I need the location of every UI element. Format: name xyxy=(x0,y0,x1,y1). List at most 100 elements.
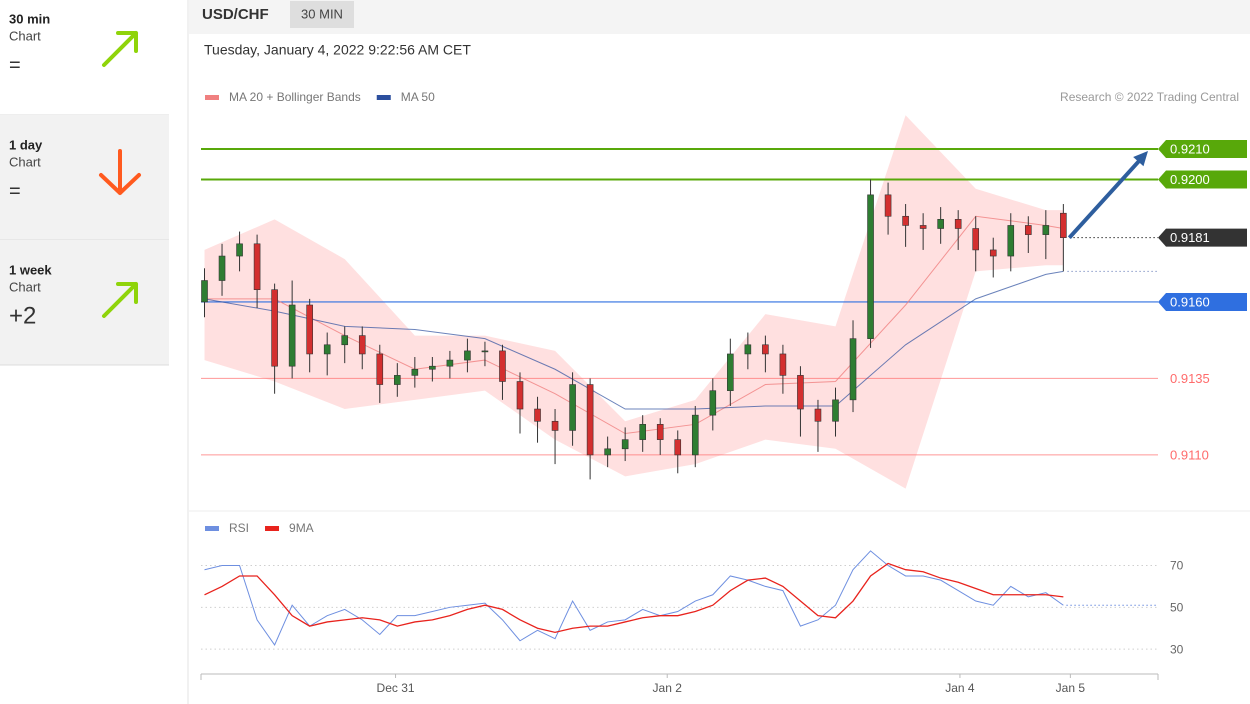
x-tick-label: Jan 2 xyxy=(653,681,683,695)
trend-arrow xyxy=(102,282,138,318)
candle-body xyxy=(709,390,717,416)
timestamp: Tuesday, January 4, 2022 9:22:56 AM CET xyxy=(204,42,471,58)
symbol: USD/CHF xyxy=(202,6,269,23)
legend-swatch xyxy=(205,526,219,531)
candle-body xyxy=(323,344,331,355)
legend-label: MA 50 xyxy=(401,90,435,104)
y-tick-label: 50 xyxy=(1170,600,1184,614)
legend-label: RSI xyxy=(229,521,249,535)
card-value: = xyxy=(9,180,21,202)
card xyxy=(0,0,169,115)
candle-body xyxy=(989,249,997,257)
candle-body xyxy=(691,414,699,456)
x-tick-label: Dec 31 xyxy=(377,681,415,695)
candle-body xyxy=(236,243,243,257)
legend-swatch xyxy=(376,95,391,100)
level-tag xyxy=(1158,292,1247,311)
card-title: 1 day xyxy=(9,137,43,152)
candle-body xyxy=(919,225,927,229)
x-tick-label: Jan 5 xyxy=(1056,681,1086,695)
legend-label: 9MA xyxy=(289,521,314,535)
candle-body xyxy=(271,289,278,367)
bollinger-band xyxy=(204,115,1064,489)
x-tick-label: Jan 4 xyxy=(945,681,975,695)
projection-arrowhead xyxy=(1133,150,1148,167)
timeframe-badge xyxy=(290,1,354,28)
level-label: 0.9110 xyxy=(1170,447,1209,462)
level-tag xyxy=(1158,228,1247,247)
candle-body xyxy=(1060,212,1067,238)
candle-body xyxy=(814,408,822,422)
level-label: 0.9200 xyxy=(1170,172,1210,187)
candle-body xyxy=(306,304,313,355)
candle-body xyxy=(972,228,980,251)
candle-body xyxy=(464,350,471,361)
candle-body xyxy=(516,381,524,410)
candle-body xyxy=(358,335,366,355)
candle-body xyxy=(797,375,804,410)
candle-body xyxy=(902,215,909,226)
candle-body xyxy=(604,448,611,456)
trend-arrow xyxy=(99,149,141,195)
card-title: 1 week xyxy=(9,262,52,277)
candle-body xyxy=(727,353,734,391)
card xyxy=(0,240,169,365)
moving-average xyxy=(204,270,1064,410)
candle-body xyxy=(586,384,594,456)
card-subtitle: Chart xyxy=(9,28,41,43)
candle-body xyxy=(253,243,261,291)
card-subtitle: Chart xyxy=(9,279,41,294)
candle-body xyxy=(762,344,769,355)
candle-body xyxy=(867,194,874,339)
candle-body xyxy=(832,399,839,422)
indicator-line xyxy=(204,562,1064,634)
credit: Research © 2022 Trading Central xyxy=(1060,90,1239,104)
projection-arrow xyxy=(1067,158,1142,240)
candle-body xyxy=(639,424,646,440)
candle-body xyxy=(341,335,349,346)
card-subtitle: Chart xyxy=(9,154,41,169)
header-bar xyxy=(189,0,1250,34)
candle-body xyxy=(1007,225,1015,257)
level-label: 0.9160 xyxy=(1170,294,1210,309)
timeframe: 30 MIN xyxy=(301,6,343,21)
candle-body xyxy=(621,439,629,450)
candle-body xyxy=(411,368,419,376)
candle-body xyxy=(394,375,401,385)
candle-body xyxy=(218,255,226,281)
candle-body xyxy=(1042,225,1050,235)
legend-swatch xyxy=(205,95,219,100)
level-label: 0.9135 xyxy=(1170,371,1210,386)
card xyxy=(0,115,169,240)
legend-label: MA 20 + Bollinger Bands xyxy=(229,90,361,104)
candle-body xyxy=(849,338,857,401)
candle-body xyxy=(481,350,489,353)
candle-body xyxy=(446,359,454,367)
candle-body xyxy=(954,219,962,229)
level-tag xyxy=(1158,139,1247,158)
candle-body xyxy=(499,350,506,382)
level-label: 0.9210 xyxy=(1170,141,1210,156)
level-label: 0.9181 xyxy=(1170,230,1210,245)
y-tick-label: 70 xyxy=(1170,559,1184,573)
candle-body xyxy=(551,420,559,431)
candle-body xyxy=(201,280,208,303)
candle-body xyxy=(1024,225,1032,235)
candle-body xyxy=(288,304,296,367)
candle-body xyxy=(656,424,664,440)
trend-arrow xyxy=(102,31,138,67)
card-value: = xyxy=(9,54,21,76)
card-title: 30 min xyxy=(9,11,50,26)
y-tick-label: 30 xyxy=(1170,642,1184,656)
indicator-line xyxy=(204,550,1064,646)
legend-swatch xyxy=(265,526,280,531)
candle-body xyxy=(937,219,944,229)
candle-body xyxy=(744,344,752,355)
candle-body xyxy=(884,194,892,217)
card-value: +2 xyxy=(9,302,36,329)
candle-body xyxy=(674,439,682,456)
candle-body xyxy=(534,408,541,422)
candle-body xyxy=(569,384,576,431)
